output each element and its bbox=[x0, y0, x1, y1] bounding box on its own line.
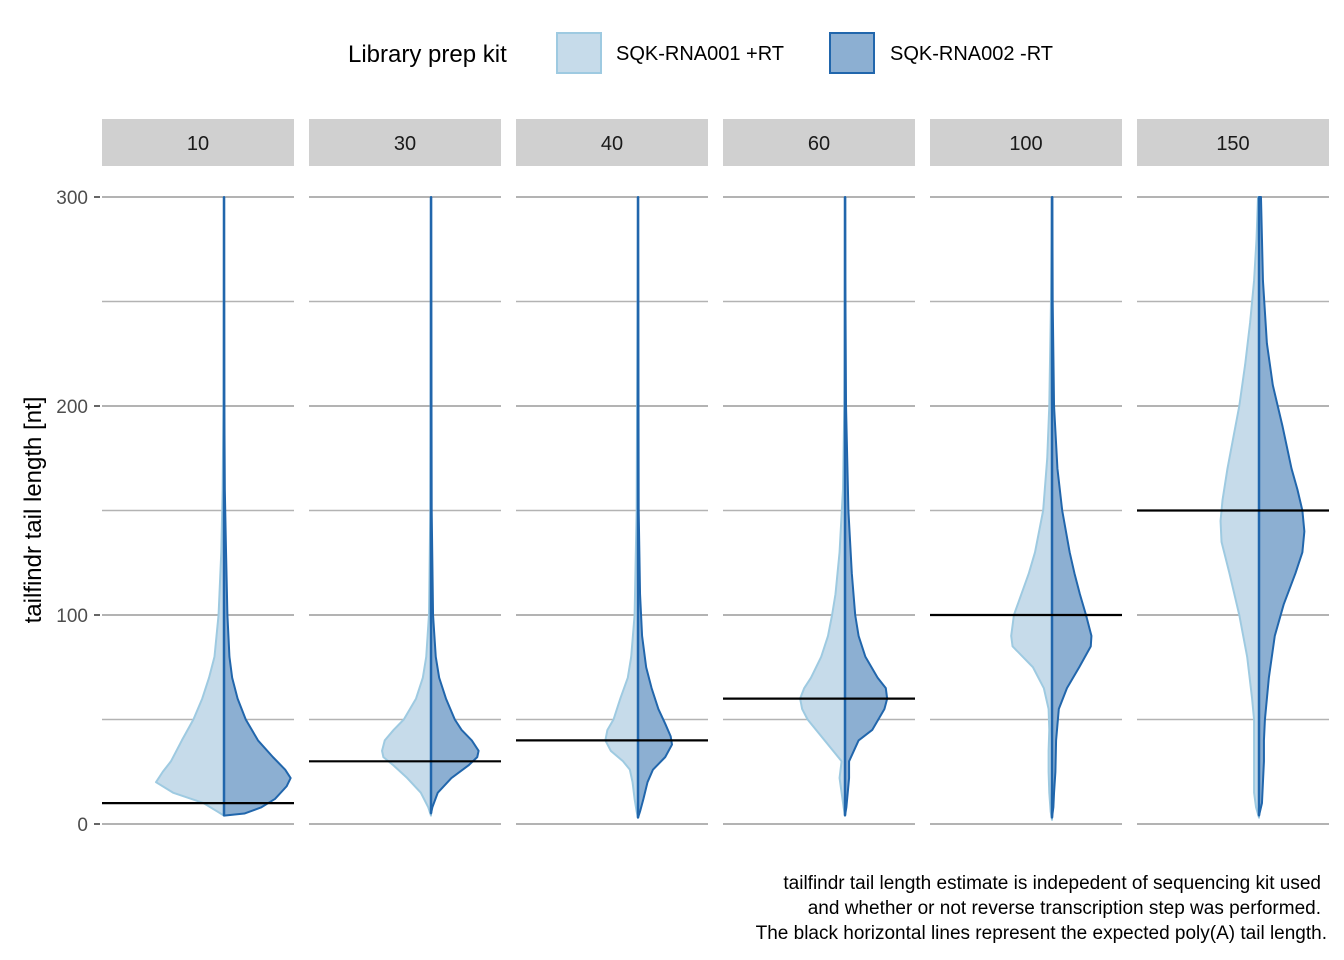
violin-sqk-rna002-60 bbox=[844, 196, 889, 817]
violin-sqk-rna001-10 bbox=[155, 196, 225, 817]
facet-strip-label: 40 bbox=[601, 133, 623, 155]
facet-strip bbox=[309, 119, 501, 166]
violin-sqk-rna002-100 bbox=[1051, 196, 1093, 819]
facet-strip-label: 10 bbox=[187, 133, 209, 155]
caption-line-3: The black horizontal lines represent the… bbox=[756, 923, 1327, 944]
facet-strip-label: 60 bbox=[808, 133, 830, 155]
violin-sqk-rna001-40 bbox=[604, 196, 639, 819]
legend-title: Library prep kit bbox=[348, 41, 507, 68]
y-tick-label: 100 bbox=[56, 606, 88, 627]
facet-strip-label: 150 bbox=[1216, 133, 1249, 155]
legend-key-sqk-rna001 bbox=[556, 32, 602, 74]
violin-sqk-rna001-30 bbox=[381, 196, 432, 817]
facet-panel-60: 60 bbox=[723, 119, 915, 825]
y-axis: 0 100 200 300 bbox=[56, 188, 100, 836]
y-axis-title: tailfindr tail length [nt] bbox=[20, 397, 47, 624]
facet-strip bbox=[516, 119, 708, 166]
caption: tailfindr tail length estimate is indepe… bbox=[756, 873, 1327, 944]
y-tick-label: 200 bbox=[56, 397, 88, 418]
facet-panels: 10 30 40 60 100 150 bbox=[102, 119, 1329, 825]
y-tick-label: 0 bbox=[77, 815, 88, 836]
legend-key-sqk-rna002 bbox=[829, 32, 875, 74]
legend-label-sqk-rna002: SQK-RNA002 -RT bbox=[890, 43, 1053, 65]
facet-strip bbox=[723, 119, 915, 166]
facet-panel-150: 150 bbox=[1137, 119, 1329, 825]
y-tick-label: 300 bbox=[56, 188, 88, 209]
legend-label-sqk-rna001: SQK-RNA001 +RT bbox=[616, 43, 784, 65]
facet-panel-40: 40 bbox=[516, 119, 708, 825]
violin-sqk-rna002-10 bbox=[223, 196, 292, 817]
facet-panel-100: 100 bbox=[930, 119, 1122, 825]
facet-strip bbox=[930, 119, 1122, 166]
violin-sqk-rna001-60 bbox=[799, 196, 846, 817]
violin-sqk-rna001-100 bbox=[1010, 196, 1053, 821]
facet-panel-30: 30 bbox=[309, 119, 501, 825]
violin-sqk-rna002-40 bbox=[637, 196, 673, 819]
caption-line-1: tailfindr tail length estimate is indepe… bbox=[783, 873, 1321, 894]
facet-strip-label: 30 bbox=[394, 133, 416, 155]
facet-strip bbox=[1137, 119, 1329, 166]
facet-panel-10: 10 bbox=[102, 119, 294, 825]
violin-sqk-rna002-30 bbox=[430, 196, 480, 815]
violin-sqk-rna002-150 bbox=[1258, 196, 1306, 817]
violin-sqk-rna001-150 bbox=[1219, 196, 1260, 819]
caption-line-2: and whether or not reverse transcription… bbox=[808, 898, 1321, 919]
facet-strip-label: 100 bbox=[1009, 133, 1042, 155]
legend: Library prep kit SQK-RNA001 +RT SQK-RNA0… bbox=[348, 32, 1053, 74]
facet-strip bbox=[102, 119, 294, 166]
